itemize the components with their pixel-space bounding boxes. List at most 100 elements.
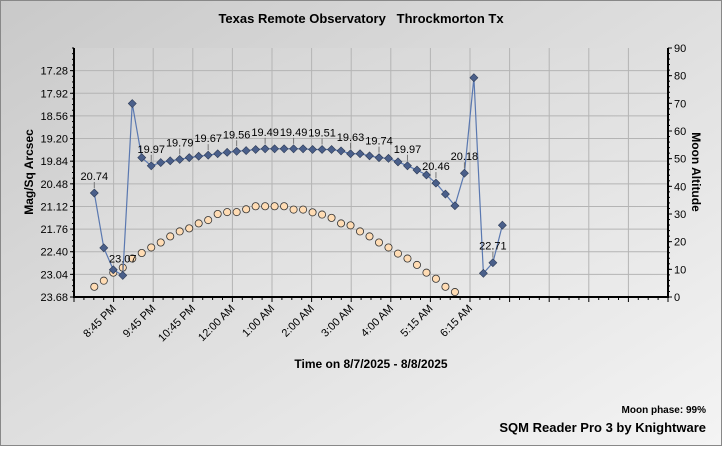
sqm-point <box>441 189 450 199</box>
moon-altitude-point <box>213 209 222 218</box>
grid-lines <box>74 48 668 297</box>
moon-altitude-point <box>280 202 289 211</box>
sqm-point <box>89 188 99 198</box>
sqm-point <box>459 168 469 178</box>
moon-altitude-point <box>194 219 203 228</box>
credit: SQM Reader Pro 3 by Knightware <box>499 420 706 435</box>
y-tick-label: 23.04 <box>40 269 68 281</box>
sqm-point <box>469 73 479 83</box>
sqm-point <box>422 170 431 180</box>
sqm-point <box>127 99 137 108</box>
y-tick-label: 22.40 <box>40 247 68 259</box>
y-tick-label: 19.84 <box>40 156 68 168</box>
sqm-point <box>355 149 365 159</box>
data-label: 20.18 <box>451 151 479 163</box>
y2-tick-label: 10 <box>674 264 686 276</box>
y2-tick-label: 80 <box>674 71 686 83</box>
sqm-point <box>99 243 109 253</box>
sqm-point <box>317 145 327 154</box>
moon-altitude-point <box>308 208 317 217</box>
data-label: 19.63 <box>337 132 365 144</box>
moon-altitude-point <box>204 216 213 225</box>
moon-altitude-point <box>393 249 402 258</box>
moon-altitude-point <box>270 202 279 211</box>
sqm-point <box>365 151 374 161</box>
y-tick-label: 17.28 <box>40 66 68 78</box>
data-label: 19.56 <box>223 129 251 141</box>
chart-title: Texas Remote Observatory Throckmorton Tx <box>218 11 504 26</box>
moon-altitude-point <box>412 260 421 269</box>
sqm-point <box>203 150 213 160</box>
y2-tick-label: 70 <box>674 98 686 110</box>
y2-tick-label: 40 <box>674 181 686 193</box>
moon-altitude-point <box>318 210 327 219</box>
moon-altitude-point <box>242 205 251 214</box>
sqm-point <box>270 144 280 154</box>
data-label: 19.79 <box>166 137 194 149</box>
sqm-point <box>213 149 223 159</box>
moon-altitude-point <box>99 276 108 285</box>
data-label: 19.51 <box>308 128 336 140</box>
y-axis-label: Mag/Sq Arcsec <box>22 129 36 215</box>
data-label: 19.49 <box>251 127 279 139</box>
sqm-point <box>260 144 270 154</box>
moon-altitude-point <box>365 232 374 241</box>
sqm-point <box>222 147 232 157</box>
sqm-point <box>137 153 147 163</box>
data-label: 20.74 <box>81 171 109 183</box>
moon-altitude-point <box>90 282 99 291</box>
y2-axis-label: Moon Altitude <box>689 132 703 212</box>
y-tick-label: 18.56 <box>40 111 68 123</box>
moon-altitude-point <box>185 224 194 233</box>
sqm-point <box>497 220 507 230</box>
sqm-point <box>175 154 185 164</box>
y2-tick-label: 50 <box>674 154 686 166</box>
sqm-point <box>108 265 118 275</box>
sqm-point <box>431 178 441 188</box>
sqm-point <box>184 153 194 163</box>
sqm-point <box>346 149 355 159</box>
moon-altitude-point <box>337 219 346 228</box>
data-label: 19.49 <box>280 127 308 139</box>
sqm-point <box>194 151 204 161</box>
sqm-point <box>279 144 289 154</box>
moon-altitude-point <box>251 202 260 211</box>
sqm-point <box>118 271 128 280</box>
sqm-point <box>384 153 393 163</box>
y-tick-label: 21.76 <box>40 224 68 236</box>
sqm-point <box>298 144 308 154</box>
sqm-point <box>374 153 384 163</box>
y2-tick-label: 60 <box>674 126 686 138</box>
moon-altitude-point <box>327 213 336 222</box>
sqm-point <box>156 158 166 168</box>
moon-altitude-point <box>156 238 165 247</box>
data-label: 19.97 <box>137 144 165 156</box>
sqm-point <box>165 156 175 166</box>
moon-altitude-point <box>384 243 393 252</box>
moon-phase: Moon phase: 99% <box>622 405 707 416</box>
data-label: 23.07 <box>109 253 137 265</box>
plot-area <box>74 48 668 297</box>
sqm-point <box>403 161 412 171</box>
moon-altitude-point <box>403 254 412 263</box>
sqm-point <box>478 268 488 278</box>
sqm-point <box>450 201 460 211</box>
moon-altitude-point <box>431 274 440 283</box>
y2-tick-label: 0 <box>674 292 680 304</box>
y-tick-label: 17.92 <box>40 88 68 100</box>
sqm-point <box>289 144 299 154</box>
sqm-point <box>488 258 498 268</box>
moon-altitude-point <box>374 238 383 247</box>
moon-altitude-point <box>422 268 431 277</box>
y2-tick-label: 30 <box>674 209 686 221</box>
moon-altitude-point <box>232 208 241 217</box>
sqm-point <box>412 165 422 175</box>
data-label: 22.71 <box>479 241 507 253</box>
data-label: 20.46 <box>422 161 450 173</box>
moon-altitude-point <box>299 205 308 214</box>
moon-altitude-point <box>346 221 355 230</box>
y-tick-label: 19.20 <box>40 134 68 146</box>
moon-altitude-point <box>441 282 450 291</box>
